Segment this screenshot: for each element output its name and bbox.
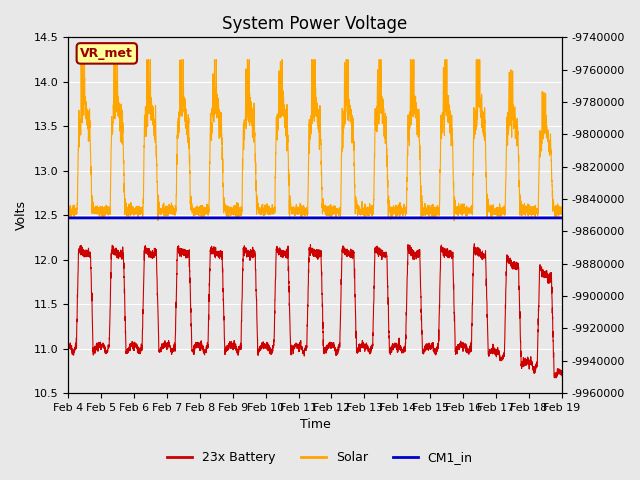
- Line: Solar: Solar: [68, 60, 562, 221]
- Y-axis label: Volts: Volts: [15, 200, 28, 230]
- Solar: [77, 57, 85, 62]
- 23x Battery: [398, 347, 406, 352]
- CM1_in: [453, 215, 461, 221]
- Solar: [398, 206, 406, 212]
- CM1_in: [398, 215, 406, 221]
- 23x Battery: [453, 347, 461, 353]
- X-axis label: Time: Time: [300, 419, 330, 432]
- Solar: [558, 210, 566, 216]
- CM1_in: [153, 215, 161, 221]
- Solar: [451, 218, 458, 224]
- Solar: [454, 212, 461, 217]
- Solar: [557, 211, 565, 217]
- 23x Battery: [557, 368, 565, 373]
- CM1_in: [557, 215, 565, 221]
- CM1_in: [426, 215, 433, 221]
- CM1_in: [64, 215, 72, 221]
- Solar: [153, 176, 161, 182]
- 23x Battery: [153, 269, 161, 275]
- Line: 23x Battery: 23x Battery: [68, 244, 562, 378]
- 23x Battery: [426, 340, 433, 346]
- Solar: [64, 208, 72, 214]
- CM1_in: [558, 215, 566, 221]
- 23x Battery: [64, 345, 72, 351]
- Solar: [296, 201, 304, 206]
- Text: VR_met: VR_met: [81, 47, 133, 60]
- 23x Battery: [552, 375, 560, 381]
- Legend: 23x Battery, Solar, CM1_in: 23x Battery, Solar, CM1_in: [163, 446, 477, 469]
- Solar: [426, 209, 433, 215]
- 23x Battery: [558, 373, 566, 379]
- 23x Battery: [470, 241, 478, 247]
- CM1_in: [296, 215, 304, 221]
- 23x Battery: [296, 343, 304, 349]
- Title: System Power Voltage: System Power Voltage: [222, 15, 408, 33]
